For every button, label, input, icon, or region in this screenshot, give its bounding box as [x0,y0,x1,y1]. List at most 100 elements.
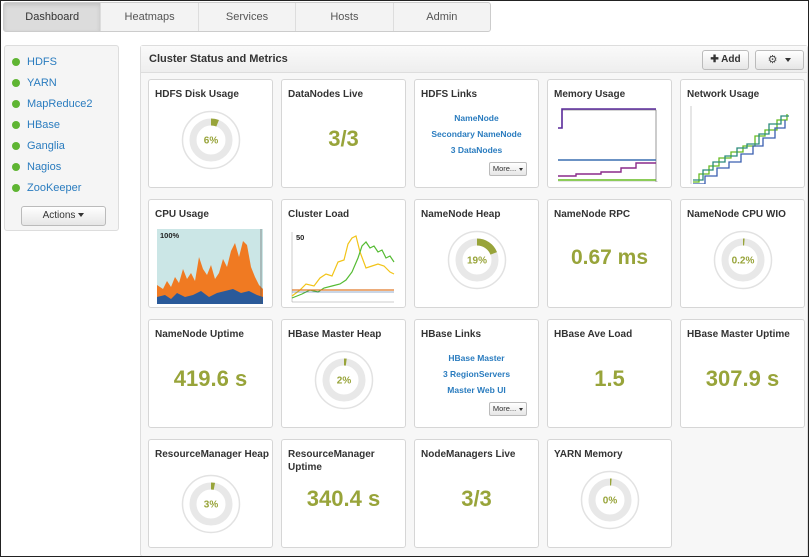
widget-hdfs-links[interactable]: HDFS Links NameNode Secondary NameNode 3… [414,79,539,188]
hdfs-disk-usage-donut: 6% [181,110,241,170]
donut-fill-arc [476,238,497,255]
sidebar-item-nagios[interactable]: Nagios [12,160,61,174]
cluster-status-panel: Cluster Status and Metrics ✚ Add ⚙ HDFS … [140,45,808,556]
widget-title: NameNode Heap [421,209,501,220]
link-hbase-master[interactable]: HBase Master [448,353,505,363]
settings-dropdown-button[interactable]: ⚙ [755,50,804,70]
caret-down-icon [78,213,85,218]
widget-cpu-usage[interactable]: CPU Usage 100% [148,199,273,308]
link-master-web-ui[interactable]: Master Web UI [447,385,506,395]
tab-heatmaps[interactable]: Heatmaps [101,3,199,31]
widget-title: HDFS Links [421,89,478,100]
widget-resourcemanager-heap[interactable]: ResourceManager Heap 3% [148,439,273,548]
sidebar-item-label: MapReduce2 [27,98,93,110]
sidebar-item-mapreduce2[interactable]: MapReduce2 [12,97,92,111]
sidebar-item-label: YARN [27,77,57,89]
sidebar-item-yarn[interactable]: YARN [12,76,57,90]
widget-title: YARN Memory [554,449,623,460]
donut-label: 6% [204,136,219,147]
caret-down-icon [519,407,524,411]
widget-title: HDFS Disk Usage [155,89,239,100]
metric-value: 419.6 s [173,366,248,391]
status-ok-icon [12,142,20,150]
cluster-load-chart: 50 [291,232,395,303]
memory-usage-chart [558,108,658,182]
widget-hbase-master-heap[interactable]: HBase Master Heap 2% [281,319,406,428]
link-namenode[interactable]: NameNode [454,113,499,123]
hdfs-links-list: NameNode Secondary NameNode 3 DataNodes [415,110,538,158]
tab-hosts[interactable]: Hosts [296,3,394,31]
tab-dashboard[interactable]: Dashboard [4,3,102,31]
widget-title: NameNode Uptime [155,329,244,340]
widget-datanodes-live[interactable]: DataNodes Live 3/3 [281,79,406,188]
cpu-usage-chart: 100% [157,229,263,304]
widget-title: HBase Master Heap [288,329,382,340]
widget-title: HBase Links [421,329,482,340]
metric-value: 307.9 s [705,366,780,391]
namenode-heap-donut: 19% [447,230,507,290]
widget-namenode-uptime[interactable]: NameNode Uptime 419.6 s [148,319,273,428]
widget-hbase-ave-load[interactable]: HBase Ave Load 1.5 [547,319,672,428]
link-regionservers[interactable]: 3 RegionServers [442,369,511,379]
widget-title: DataNodes Live [288,89,364,100]
sidebar-item-hdfs[interactable]: HDFS [12,55,57,69]
more-label: More... [492,164,517,173]
widget-hbase-links[interactable]: HBase Links HBase Master 3 RegionServers… [414,319,539,428]
widget-resourcemanager-uptime[interactable]: ResourceManager Uptime 340.4 s [281,439,406,548]
donut-label: 0% [603,496,618,507]
status-ok-icon [12,184,20,192]
yarn-memory-donut: 0% [580,470,640,530]
widget-namenode-rpc[interactable]: NameNode RPC 0.67 ms [547,199,672,308]
widget-title: NodeManagers Live [421,449,516,460]
services-sidebar: HDFS YARN MapReduce2 HBase Ganglia Nagio… [4,45,119,231]
metric-value: 3/3 [461,486,492,511]
sidebar-item-hbase[interactable]: HBase [12,118,60,132]
widget-cluster-load[interactable]: Cluster Load 50 [281,199,406,308]
widget-hdfs-disk-usage[interactable]: HDFS Disk Usage 6% [148,79,273,188]
metric-value: 1.5 [594,366,625,391]
tab-admin[interactable]: Admin [426,11,458,23]
hbase-links-list: HBase Master 3 RegionServers Master Web … [415,350,538,398]
status-ok-icon [12,121,20,129]
cluster-load-max-label: 50 [296,233,304,242]
sidebar-item-label: Nagios [27,161,62,173]
more-button[interactable]: More... [489,162,527,176]
panel-header: Cluster Status and Metrics ✚ Add ⚙ [141,46,807,73]
namenode-cpu-wio-donut: 0.2% [713,230,773,290]
tab-services[interactable]: Services [199,3,297,31]
widget-nodemanagers-live[interactable]: NodeManagers Live 3/3 [414,439,539,548]
sidebar-item-zookeeper[interactable]: ZooKeeper [12,181,81,195]
widget-memory-usage[interactable]: Memory Usage [547,79,672,188]
donut-label: 2% [337,376,352,387]
widget-title: Network Usage [687,89,760,100]
widget-title: ResourceManager Heap [155,449,269,460]
donut-label: 0.2% [732,256,755,267]
more-label: More... [492,404,517,413]
sidebar-item-label: Ganglia [27,140,65,152]
sidebar-item-label: HBase [27,119,61,131]
add-widget-button[interactable]: ✚ Add [702,50,749,70]
widget-hbase-master-uptime[interactable]: HBase Master Uptime 307.9 s [680,319,805,428]
donut-fill-arc [210,118,219,127]
widget-title: Memory Usage [554,89,626,100]
widget-namenode-heap[interactable]: NameNode Heap 19% [414,199,539,308]
actions-button[interactable]: Actions [21,206,106,226]
gear-icon: ⚙ [767,54,778,66]
widget-yarn-memory[interactable]: YARN Memory 0% [547,439,672,548]
metric-value: 3/3 [328,126,359,151]
more-button[interactable]: More... [489,402,527,416]
link-datanodes[interactable]: 3 DataNodes [450,145,503,155]
sidebar-item-ganglia[interactable]: Ganglia [12,139,65,153]
widget-title: ResourceManager Uptime [288,449,375,473]
resourcemanager-heap-donut: 3% [181,474,241,534]
network-usage-chart [690,106,789,184]
actions-label: Actions [42,210,76,221]
caret-down-icon [519,167,524,171]
widget-network-usage[interactable]: Network Usage [680,79,805,188]
sidebar-item-label: HDFS [27,56,57,68]
widget-title: CPU Usage [155,209,209,220]
top-nav: Dashboard Heatmaps Services Hosts Admin [3,2,491,32]
panel-title: Cluster Status and Metrics [149,53,288,65]
link-secondary-namenode[interactable]: Secondary NameNode [431,129,522,139]
widget-namenode-cpu-wio[interactable]: NameNode CPU WIO 0.2% [680,199,805,308]
